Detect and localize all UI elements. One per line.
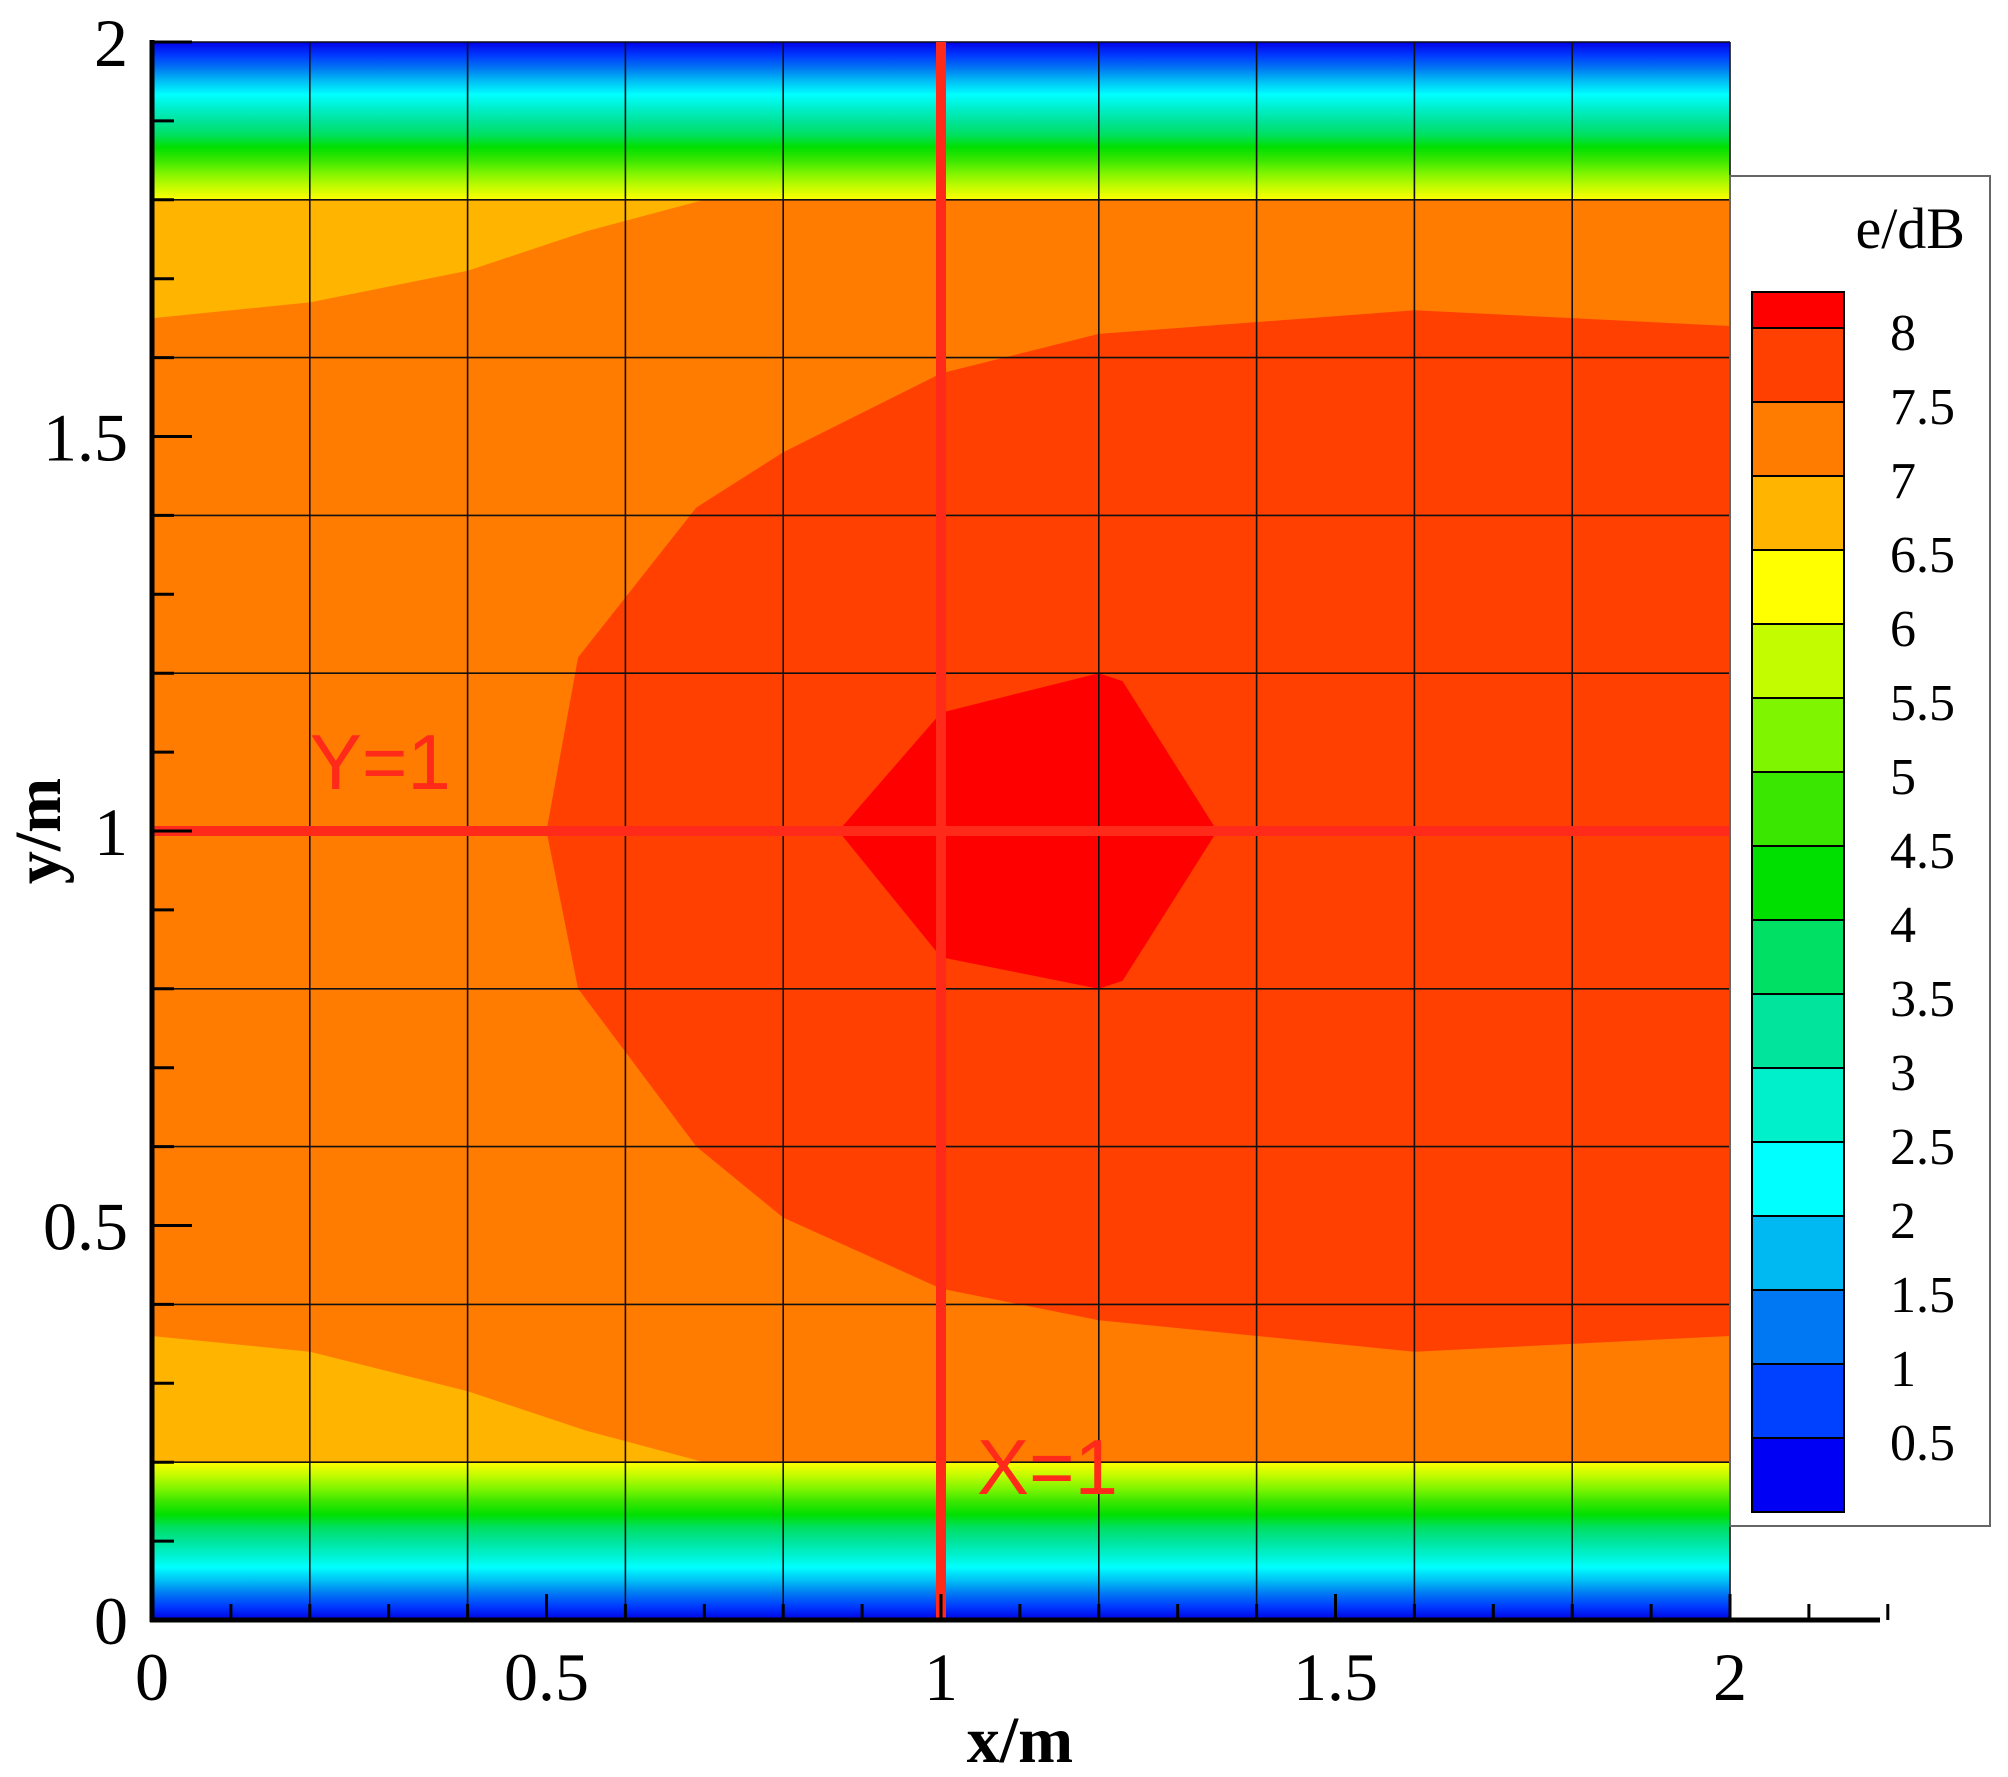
colorbar-swatch bbox=[1751, 845, 1845, 921]
x-tick-label: 1 bbox=[924, 1639, 958, 1715]
colorbar-swatch bbox=[1751, 1289, 1845, 1365]
x-axis-label: x/m bbox=[967, 1704, 1073, 1772]
y-tick-label: 1.5 bbox=[43, 400, 128, 476]
colorbar-level-label: 7 bbox=[1890, 453, 1916, 510]
colorbar-swatch bbox=[1751, 1067, 1845, 1143]
colorbar-level-label: 3 bbox=[1890, 1045, 1916, 1102]
colorbar-swatch bbox=[1751, 1215, 1845, 1291]
colorbar-swatch bbox=[1751, 401, 1845, 477]
colorbar-swatch bbox=[1751, 919, 1845, 995]
colorbar-swatch bbox=[1751, 1141, 1845, 1217]
colorbar-level-label: 5 bbox=[1890, 749, 1916, 806]
colorbar-swatch bbox=[1751, 327, 1845, 403]
colorbar-swatch bbox=[1751, 771, 1845, 847]
colorbar-level-label: 6.5 bbox=[1890, 527, 1955, 584]
colorbar-swatch bbox=[1751, 291, 1845, 329]
colorbar-level-label: 4 bbox=[1890, 897, 1916, 954]
colorbar-level-label: 1.5 bbox=[1890, 1267, 1955, 1324]
colorbar-swatch bbox=[1751, 549, 1845, 625]
y-tick-label: 1 bbox=[94, 794, 128, 870]
colorbar-swatch bbox=[1751, 697, 1845, 773]
contour-band-6.5-7 bbox=[152, 1336, 705, 1463]
x-tick-label: 0 bbox=[135, 1639, 169, 1715]
annotation-label-x: X=1 bbox=[977, 1423, 1118, 1511]
x-tick-label: 0.5 bbox=[504, 1639, 589, 1715]
colorbar-level-label: 2.5 bbox=[1890, 1119, 1955, 1176]
colorbar-swatch bbox=[1751, 1437, 1845, 1513]
y-tick-label: 0 bbox=[94, 1583, 128, 1659]
y-tick-label: 2 bbox=[94, 5, 128, 81]
colorbar-swatch bbox=[1751, 475, 1845, 551]
colorbar-level-label: 2 bbox=[1890, 1193, 1916, 1250]
colorbar-level-label: 0.5 bbox=[1890, 1415, 1955, 1472]
colorbar-level-label: 7.5 bbox=[1890, 379, 1955, 436]
colorbar-level-label: 4.5 bbox=[1890, 823, 1955, 880]
colorbar-level-label: 1 bbox=[1890, 1341, 1916, 1398]
annotation-label-y: Y=1 bbox=[310, 718, 451, 806]
axes: 0 0.5 1 1.5 2 0 0.5 1 1.5 2 x/m y/m bbox=[2, 5, 1890, 1777]
colorbar: e/dB 8 7.5 7 6.5 6 5.5 5 4.5 4 3.5 3 2.5 2 1.5 1 0.5 bbox=[1729, 175, 1991, 1527]
colorbar-level-label: 8 bbox=[1890, 305, 1916, 362]
colorbar-level-label: 3.5 bbox=[1890, 971, 1955, 1028]
contour-band-6.5-7 bbox=[152, 199, 705, 319]
y-axis-label: y/m bbox=[2, 778, 75, 884]
colorbar-level-label: 6 bbox=[1890, 601, 1916, 658]
colorbar-level-label: 5.5 bbox=[1890, 675, 1955, 732]
colorbar-swatch bbox=[1751, 623, 1845, 699]
annotation-lines: Y=1 X=1 bbox=[152, 42, 1734, 1620]
x-tick-label: 2 bbox=[1713, 1639, 1747, 1715]
y-tick-label: 0.5 bbox=[43, 1189, 128, 1265]
colorbar-title: e/dB bbox=[1855, 196, 1965, 261]
colorbar-swatch bbox=[1751, 1363, 1845, 1439]
x-tick-label: 1.5 bbox=[1293, 1639, 1378, 1715]
colorbar-swatch bbox=[1751, 993, 1845, 1069]
